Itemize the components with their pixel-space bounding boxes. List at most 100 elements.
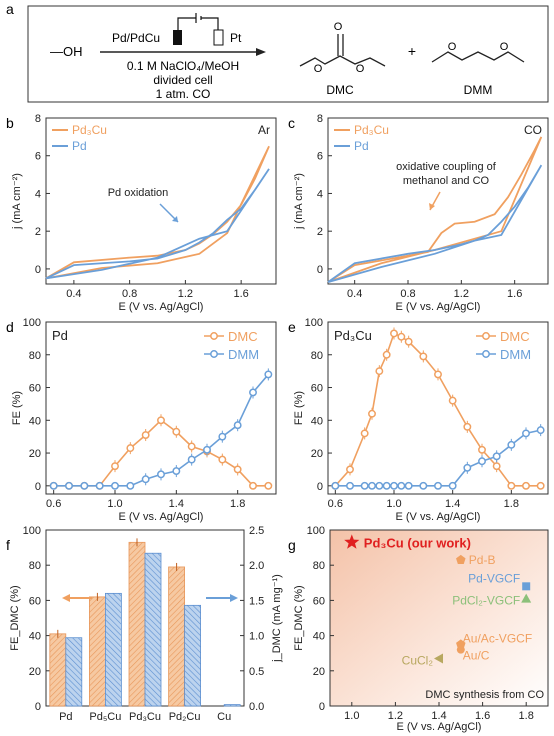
x-tick-label-b: 0.4 — [66, 288, 81, 300]
scatter-label-5: Au/C — [463, 649, 490, 663]
scatter-label-2: Pd-VGCF — [468, 571, 520, 585]
atmosphere-label-c: CO — [524, 123, 542, 137]
data-point-e-DMC — [448, 396, 457, 405]
data-point-e-DMM — [390, 481, 398, 490]
scatter-point-1 — [456, 554, 466, 564]
scatter-point-6 — [434, 653, 443, 664]
y-axis-label-f: FE_DMC (%) — [9, 585, 21, 650]
y-tick-label-f: 100 — [23, 525, 41, 537]
condition-electrolyte: 0.1 M NaClO₄/MeOH — [127, 59, 239, 73]
y-tick-label-b: 6 — [35, 151, 41, 163]
scatter-point-0 — [344, 534, 360, 549]
axes-frame-b — [45, 117, 277, 285]
data-point-d-DMC — [233, 465, 242, 474]
data-point-d-DMM — [187, 455, 196, 464]
y-tick-label-c: 6 — [317, 151, 323, 163]
data-point-d-DMM — [264, 370, 273, 379]
data-point-d-DMC — [264, 481, 273, 490]
x-tick-label-c: 1.6 — [507, 288, 522, 300]
data-point-e-DMM — [404, 481, 413, 490]
cv-curve-b-1 — [45, 168, 270, 280]
annotation-b: Pd oxidation — [108, 187, 169, 199]
y-tick-label-g: 20 — [313, 666, 325, 678]
electrode-right-label: Pt — [230, 31, 242, 45]
y-tick-label-f: 80 — [29, 560, 41, 572]
data-point-d-DMM — [111, 481, 119, 490]
bar-j-1 — [105, 592, 122, 707]
legend-label-e-1: DMM — [500, 347, 531, 362]
dmc-o-right: O — [356, 63, 365, 75]
data-point-d-DMC — [126, 444, 135, 453]
y-tick-label-d: 100 — [23, 317, 41, 329]
x-tick-label-g: 1.4 — [431, 710, 446, 722]
y-tick-label-b: 2 — [35, 226, 41, 238]
y-axis-label-b: j (mA cm⁻²) — [11, 173, 23, 230]
data-point-d-DMM — [126, 481, 135, 490]
y-tick-label-d: 60 — [29, 383, 41, 395]
data-point-e-DMC — [397, 332, 406, 341]
cv-curve-c-0 — [327, 136, 543, 283]
x-tick-label-c: 0.8 — [400, 288, 415, 300]
y-tick-label-e: 60 — [311, 383, 323, 395]
dmc-carbonyl-o: O — [334, 21, 343, 33]
y-axis-label-g: FE_DMC (%) — [293, 585, 305, 650]
reaction-arrowhead — [256, 48, 266, 56]
data-point-e-DMC — [404, 337, 413, 346]
x-tick-label-g: 1.8 — [519, 710, 534, 722]
annotation-arrowhead-b — [172, 216, 178, 222]
y-tick-label-f: 20 — [29, 666, 41, 678]
data-point-d-DMM — [249, 388, 257, 397]
bar-j-4 — [223, 704, 241, 707]
y-tick-label-d: 0 — [35, 481, 41, 493]
scatter-label-3: PdCl₂-VGCF — [452, 594, 520, 608]
data-point-d-DMM — [233, 421, 242, 430]
data-point-e-DMM — [346, 481, 354, 490]
data-point-d-DMM — [95, 481, 104, 490]
y-tick-label-g: 0 — [319, 701, 325, 713]
annotation-arrowhead-c — [429, 203, 435, 210]
data-point-e-DMM — [522, 429, 530, 438]
y-tick-label-f: 60 — [29, 595, 41, 607]
axis-pointer-right-head — [230, 594, 238, 602]
data-point-e-DMM — [507, 440, 516, 449]
x-tick-label-g: 1.0 — [344, 710, 359, 722]
x-tick-label-d: 0.6 — [46, 498, 61, 510]
data-point-e-DMM — [536, 426, 545, 435]
y-tick-label-e: 40 — [311, 415, 323, 427]
scatter-point-2 — [522, 582, 531, 591]
data-point-e-DMM — [382, 481, 391, 490]
scatter-point-4 — [456, 639, 466, 649]
x-tick-label-g: 1.6 — [475, 710, 490, 722]
legend-marker-e-1 — [482, 350, 490, 358]
y2-tick-label-f: 1.5 — [249, 595, 264, 607]
y-tick-label-c: 4 — [317, 188, 323, 200]
legend-label-e-0: DMC — [500, 329, 530, 344]
data-point-d-DMM — [203, 445, 211, 454]
panel-e-label: e — [288, 319, 296, 335]
bar-fe-1 — [89, 596, 106, 707]
condition-co: 1 atm. CO — [156, 87, 211, 101]
data-point-e-DMC — [382, 350, 391, 359]
y-tick-label-c: 0 — [317, 264, 323, 276]
scatter-label-0: Pd₃Cu (our work) — [364, 535, 471, 550]
x-axis-label-c: E (V vs. Ag/AgCl) — [396, 301, 481, 313]
category-label-4: Cu — [217, 711, 231, 723]
legend-label-c-1: Pd — [354, 139, 369, 153]
y-tick-label-d: 40 — [29, 415, 41, 427]
y-tick-label-b: 8 — [35, 113, 41, 125]
x-axis-label-b: E (V vs. Ag/AgCl) — [119, 301, 204, 313]
data-point-d-DMC — [249, 481, 257, 490]
y-tick-label-d: 80 — [29, 350, 41, 362]
y2-tick-label-f: 2.5 — [249, 525, 264, 537]
x-tick-label-d: 1.0 — [107, 498, 122, 510]
y-tick-label-c: 2 — [317, 226, 323, 238]
data-point-e-DMM — [478, 457, 486, 466]
y2-tick-label-f: 0.0 — [249, 701, 264, 713]
data-point-e-DMC — [419, 352, 428, 361]
panel-title-d: Pd — [52, 328, 68, 343]
data-point-d-DMC — [218, 455, 227, 464]
data-point-d-DMC — [141, 431, 150, 439]
data-point-d-DMM — [157, 470, 165, 479]
y-tick-label-g: 40 — [313, 631, 325, 643]
data-point-d-DMM — [80, 481, 89, 490]
